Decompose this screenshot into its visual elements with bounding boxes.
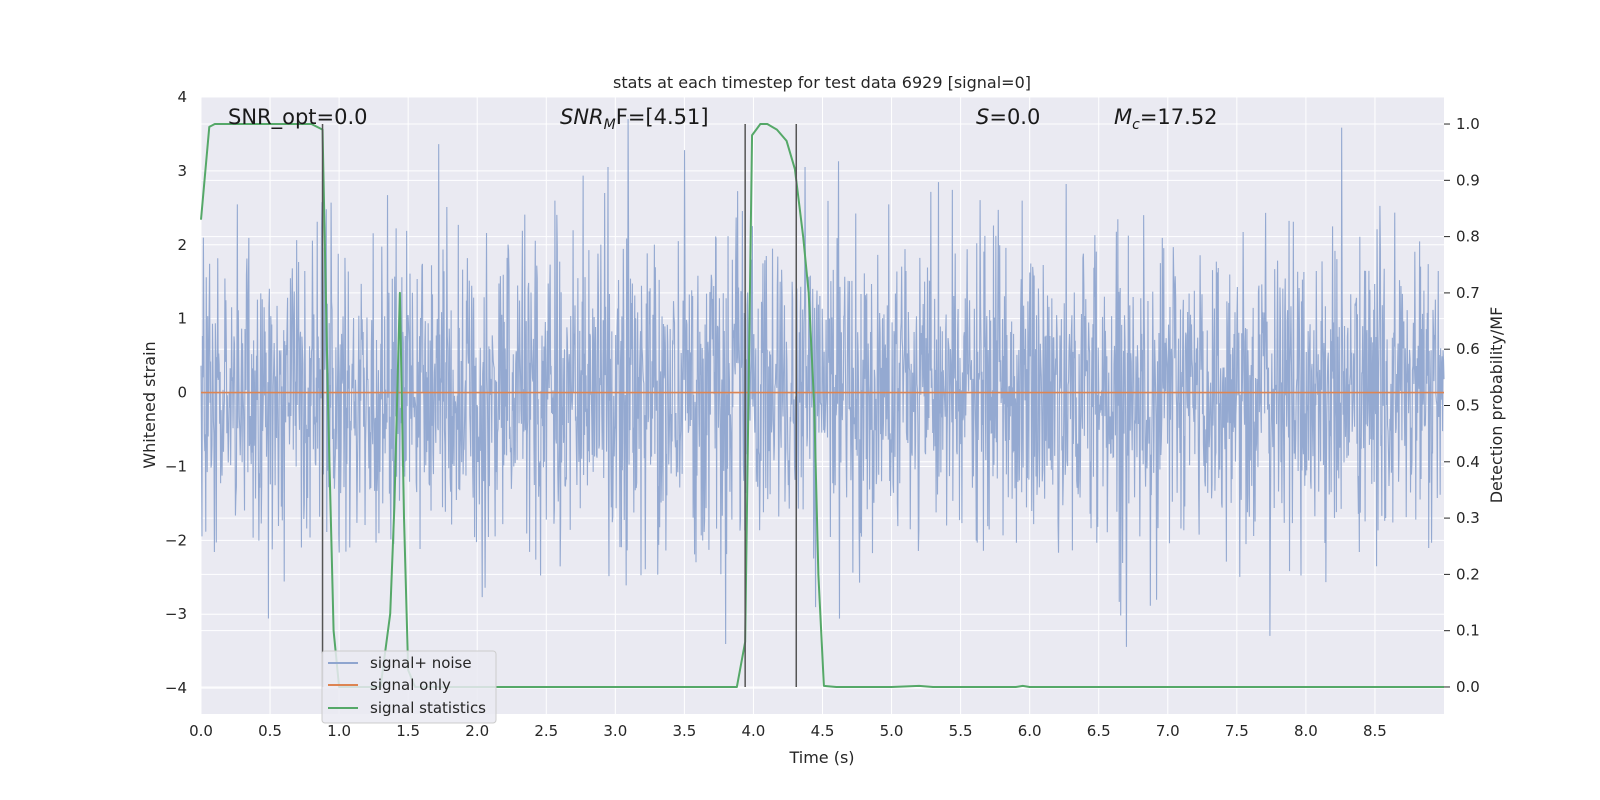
signal-noise-series xyxy=(200,119,1445,647)
x-tick-label: 0.0 xyxy=(189,722,213,740)
y-tick-label: −1 xyxy=(165,457,187,475)
legend-label-signal-noise: signal+ noise xyxy=(370,654,472,672)
y-tick-label: −2 xyxy=(165,531,187,549)
y2-tick-label: 0.6 xyxy=(1456,340,1480,358)
legend-label-signal-statistics: signal statistics xyxy=(370,699,486,717)
legend: signal+ noise signal only signal statist… xyxy=(321,650,497,724)
noise-line xyxy=(200,119,1445,647)
y2-tick-label: 0.4 xyxy=(1456,453,1480,471)
y2-tick-label: 0.2 xyxy=(1456,565,1480,583)
y-tick-label: −4 xyxy=(165,679,187,697)
y-tick-label: 4 xyxy=(177,88,187,106)
y2-tick-label: 0.0 xyxy=(1456,678,1480,696)
y-tick-label: 2 xyxy=(177,236,187,254)
y-axis-label: Whitened strain xyxy=(140,341,159,468)
x-tick-label: 8.5 xyxy=(1363,722,1387,740)
x-tick-label: 2.0 xyxy=(465,722,489,740)
y-tick-label: 3 xyxy=(177,162,187,180)
chart-title: stats at each timestep for test data 692… xyxy=(613,73,1031,92)
y-tick-label: −3 xyxy=(165,605,187,623)
y2-tick-label: 0.5 xyxy=(1456,397,1480,415)
annotation-mc: Mc=17.52 xyxy=(1114,105,1218,133)
legend-box xyxy=(321,650,497,724)
y-tick-label: 1 xyxy=(177,310,187,328)
x-tick-label: 1.5 xyxy=(396,722,420,740)
annotation-snr-mf: SNRMF=[4.51] xyxy=(560,105,709,133)
x-tick-label: 5.0 xyxy=(880,722,904,740)
x-tick-label: 4.5 xyxy=(811,722,835,740)
axis-ticks: 0.0 0.5 1.0 1.5 2.0 2.5 3.0 3.5 4.0 4.5 5.0 5.5 6.0 6… xyxy=(165,88,1480,740)
annotation-s: S=0.0 xyxy=(976,105,1040,129)
legend-label-signal-only: signal only xyxy=(370,676,451,694)
y2-tick-label: 1.0 xyxy=(1456,115,1480,133)
x-tick-label: 6.0 xyxy=(1018,722,1042,740)
x-tick-label: 3.0 xyxy=(603,722,627,740)
x-tick-label: 1.0 xyxy=(327,722,351,740)
y2-tick-label: 0.7 xyxy=(1456,284,1480,302)
threshold-vertical-lines xyxy=(321,124,798,687)
annotation-snr-opt: SNR_opt=0.0 xyxy=(228,105,368,130)
x-tick-label: 3.5 xyxy=(672,722,696,740)
y2-tick-label: 0.9 xyxy=(1456,171,1480,189)
x-tick-label: 7.5 xyxy=(1225,722,1249,740)
x-tick-label: 5.5 xyxy=(949,722,973,740)
y2-tick-label: 0.1 xyxy=(1456,622,1480,640)
x-tick-label: 7.0 xyxy=(1156,722,1180,740)
x-axis-label: Time (s) xyxy=(788,748,854,767)
y-tick-label: 0 xyxy=(177,384,187,402)
y2-axis-label: Detection probability/MF xyxy=(1487,307,1506,504)
x-tick-label: 0.5 xyxy=(258,722,282,740)
y2-tick-label: 0.8 xyxy=(1456,228,1480,246)
x-tick-label: 6.5 xyxy=(1087,722,1111,740)
y2-tick-label: 0.3 xyxy=(1456,509,1480,527)
x-tick-label: 8.0 xyxy=(1294,722,1318,740)
x-tick-label: 2.5 xyxy=(534,722,558,740)
x-tick-label: 4.0 xyxy=(742,722,766,740)
